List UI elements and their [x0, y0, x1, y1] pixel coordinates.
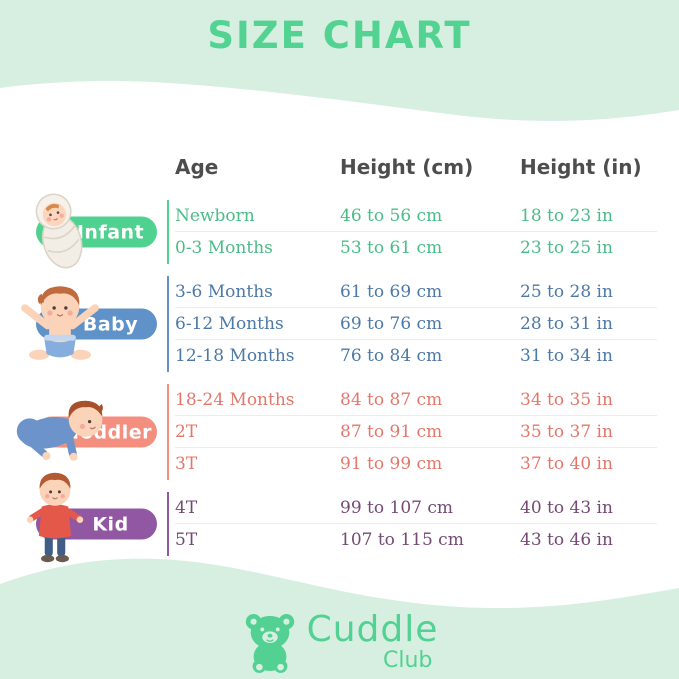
height-in-cell: 31 to 34 in — [520, 346, 613, 366]
age-cell: Newborn — [175, 205, 255, 226]
standing-kid-illustration — [26, 472, 84, 563]
group-kid: Kid 4T 99 to 107 cm 40 to 43 in 5T 107 t… — [0, 472, 679, 563]
table-header-row: Age Height (cm) Height (in) — [0, 150, 679, 184]
kid-badge-cell: Kid — [0, 472, 167, 563]
age-cell: 3-6 Months — [175, 281, 273, 302]
brand-logo: Cuddle Club — [0, 611, 679, 673]
height-in-cell: 34 to 35 in — [520, 389, 613, 410]
height-in-cell: 23 to 25 in — [520, 238, 613, 258]
height-cm-cell: 46 to 56 cm — [340, 205, 443, 226]
height-cm-cell: 69 to 76 cm — [340, 313, 443, 334]
table-row: 6-12 Months 69 to 76 cm 28 to 31 in — [175, 308, 657, 340]
infant-badge-label: Infant — [76, 221, 145, 243]
group-infant: Infant Newborn 46 to 56 cm 18 to 23 in 0… — [0, 193, 679, 269]
baby-rows: 3-6 Months 61 to 69 cm 25 to 28 in 6-12 … — [167, 276, 679, 372]
size-groups: Infant Newborn 46 to 56 cm 18 to 23 in 0… — [0, 193, 679, 568]
brand-name: Cuddle Club — [307, 612, 439, 672]
brand-name-bottom: Club — [383, 648, 433, 673]
age-cell: 6-12 Months — [175, 313, 284, 334]
height-in-cell: 25 to 28 in — [520, 281, 613, 302]
height-cm-cell: 84 to 87 cm — [340, 389, 443, 410]
sitting-baby-illustration — [21, 286, 99, 360]
top-wave-background — [0, 0, 679, 121]
kid-rows: 4T 99 to 107 cm 40 to 43 in 5T 107 to 11… — [167, 492, 679, 556]
age-cell: 12-18 Months — [175, 346, 295, 366]
height-cm-cell: 87 to 91 cm — [340, 421, 443, 442]
height-in-cell: 43 to 46 in — [520, 530, 613, 550]
toddler-rows: 18-24 Months 84 to 87 cm 34 to 35 in 2T … — [167, 384, 679, 480]
height-in-cell: 37 to 40 in — [520, 454, 613, 474]
bottom-wave-background — [0, 558, 679, 679]
table-row: Newborn 46 to 56 cm 18 to 23 in — [175, 200, 657, 232]
table-row: 12-18 Months 76 to 84 cm 31 to 34 in — [175, 340, 657, 372]
baby-badge-cell: Baby — [0, 276, 167, 372]
infant-rows: Newborn 46 to 56 cm 18 to 23 in 0-3 Mont… — [167, 200, 679, 264]
height-cm-cell: 99 to 107 cm — [340, 497, 453, 518]
page-title: SIZE CHART — [207, 14, 472, 57]
height-in-cell: 35 to 37 in — [520, 421, 613, 442]
baby-badge-label: Baby — [82, 313, 139, 335]
age-cell: 3T — [175, 454, 198, 474]
group-toddler: Toddler 18-24 Months 84 to 87 cm 34 to 3… — [0, 384, 679, 480]
table-row: 3-6 Months 61 to 69 cm 25 to 28 in — [175, 276, 657, 308]
height-cm-cell: 107 to 115 cm — [340, 530, 464, 550]
height-in-cell: 28 to 31 in — [520, 313, 613, 334]
brand-name-top: Cuddle — [306, 609, 439, 650]
age-cell: 5T — [175, 530, 198, 550]
toddler-badge-cell: Toddler — [0, 384, 167, 480]
age-cell: 2T — [175, 421, 198, 442]
teddy-bear-icon — [245, 613, 294, 673]
crawling-toddler-illustration — [16, 400, 103, 461]
height-cm-cell: 61 to 69 cm — [340, 281, 443, 302]
table-row: 3T 91 to 99 cm 37 to 40 in — [175, 448, 657, 480]
table-row: 2T 87 to 91 cm 35 to 37 in — [175, 416, 657, 448]
table-row: 18-24 Months 84 to 87 cm 34 to 35 in — [175, 384, 657, 416]
table-row: 5T 107 to 115 cm 43 to 46 in — [175, 524, 657, 556]
kid-badge-label: Kid — [92, 513, 129, 535]
column-header-height-cm: Height (cm) — [340, 155, 474, 179]
age-cell: 4T — [175, 497, 198, 518]
group-baby: Baby 3-6 Months 61 to 69 cm 25 to 28 in … — [0, 276, 679, 372]
column-header-height-in: Height (in) — [520, 155, 642, 179]
height-in-cell: 40 to 43 in — [520, 497, 613, 518]
height-cm-cell: 53 to 61 cm — [340, 238, 443, 258]
infant-badge-cell: Infant — [0, 193, 167, 269]
table-row: 0-3 Months 53 to 61 cm 23 to 25 in — [175, 232, 657, 264]
age-cell: 0-3 Months — [175, 238, 273, 258]
table-row: 4T 99 to 107 cm 40 to 43 in — [175, 492, 657, 524]
height-cm-cell: 91 to 99 cm — [340, 454, 443, 474]
height-cm-cell: 76 to 84 cm — [340, 346, 443, 366]
age-cell: 18-24 Months — [175, 389, 295, 410]
height-in-cell: 18 to 23 in — [520, 205, 613, 226]
column-header-age: Age — [175, 155, 219, 179]
swaddled-baby-illustration — [35, 193, 83, 269]
